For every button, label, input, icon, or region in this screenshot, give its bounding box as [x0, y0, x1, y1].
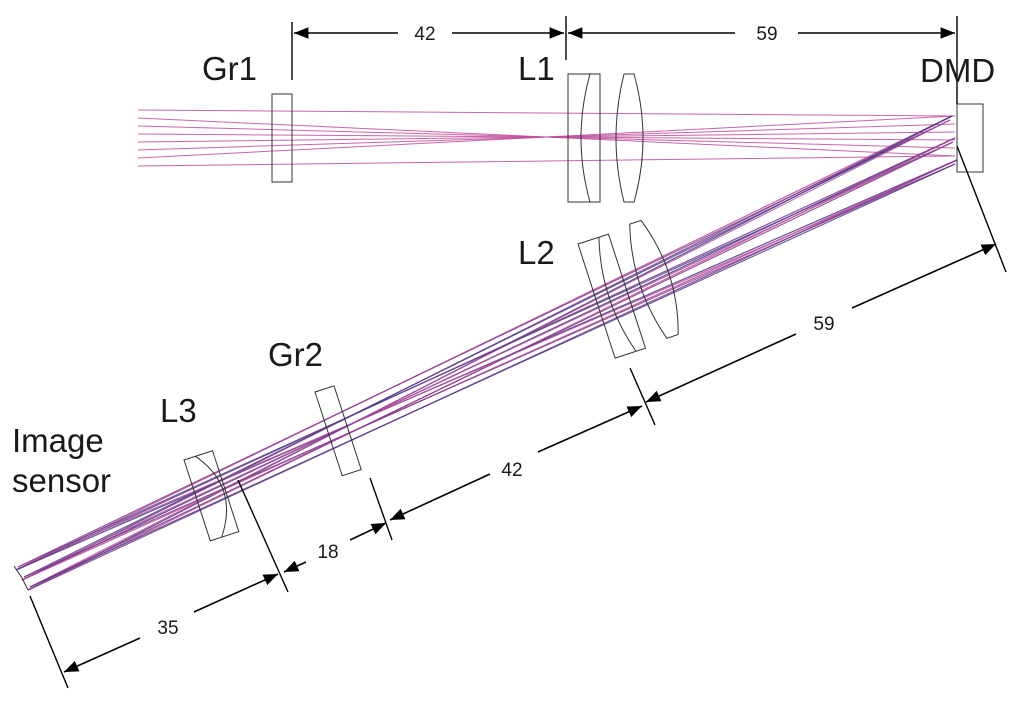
label-l3: L3 [160, 392, 197, 429]
dim-line-diag-35-a [193, 573, 279, 613]
dim-value-top-right: 59 [756, 24, 777, 45]
top-ray [137, 115, 956, 159]
label-dmd: DMD [920, 52, 995, 89]
label-gr1: Gr1 [202, 50, 257, 87]
gr2-plate [314, 385, 362, 477]
dim-value-diag-18: 18 [317, 542, 338, 563]
dim-line-diag-59-b [645, 333, 797, 403]
bottom-ray [29, 163, 956, 588]
ext-line-l3-diag [237, 479, 289, 593]
dim-value-diag-42: 42 [501, 460, 522, 481]
l1-lens-b [615, 73, 644, 203]
l3-lens [183, 450, 240, 542]
dim-value-diag-59: 59 [813, 314, 834, 335]
dim-value-top-left: 42 [414, 24, 435, 45]
dim-line-diag-18-b [283, 560, 307, 573]
ext-line-gr2-diag [369, 477, 393, 541]
label-image-sensor-line2: sensor [12, 462, 111, 499]
dim-value-diag-35: 35 [157, 618, 178, 639]
l2-lens-b [629, 219, 679, 339]
l1-lens-a [567, 73, 601, 203]
dim-line-diag-59-a [851, 243, 997, 309]
l2-lens-a [577, 233, 647, 359]
image-sensor-surface [13, 565, 29, 591]
bottom-ray [29, 119, 951, 588]
bottom-ray-bundle [15, 115, 958, 591]
dim-line-diag-18-a [349, 522, 387, 541]
top-ray-bundle [137, 109, 956, 167]
bottom-ray [29, 141, 954, 588]
ext-line-dmd-diag [956, 145, 1007, 273]
label-l2: L2 [518, 234, 555, 271]
dmd-chip [956, 103, 984, 173]
top-ray [137, 109, 956, 117]
dim-line-diag-42-a [537, 405, 643, 453]
ext-line-sensor-diag [29, 595, 69, 689]
label-l1: L1 [518, 50, 555, 87]
ext-line-l2-diag [629, 367, 656, 426]
top-ray [137, 155, 956, 167]
dim-line-diag-35-b [63, 637, 141, 673]
dim-line-diag-42-b [389, 473, 491, 521]
label-gr2: Gr2 [268, 336, 323, 373]
gr1-plate [271, 93, 293, 183]
label-image-sensor-line1: Image [12, 422, 104, 459]
